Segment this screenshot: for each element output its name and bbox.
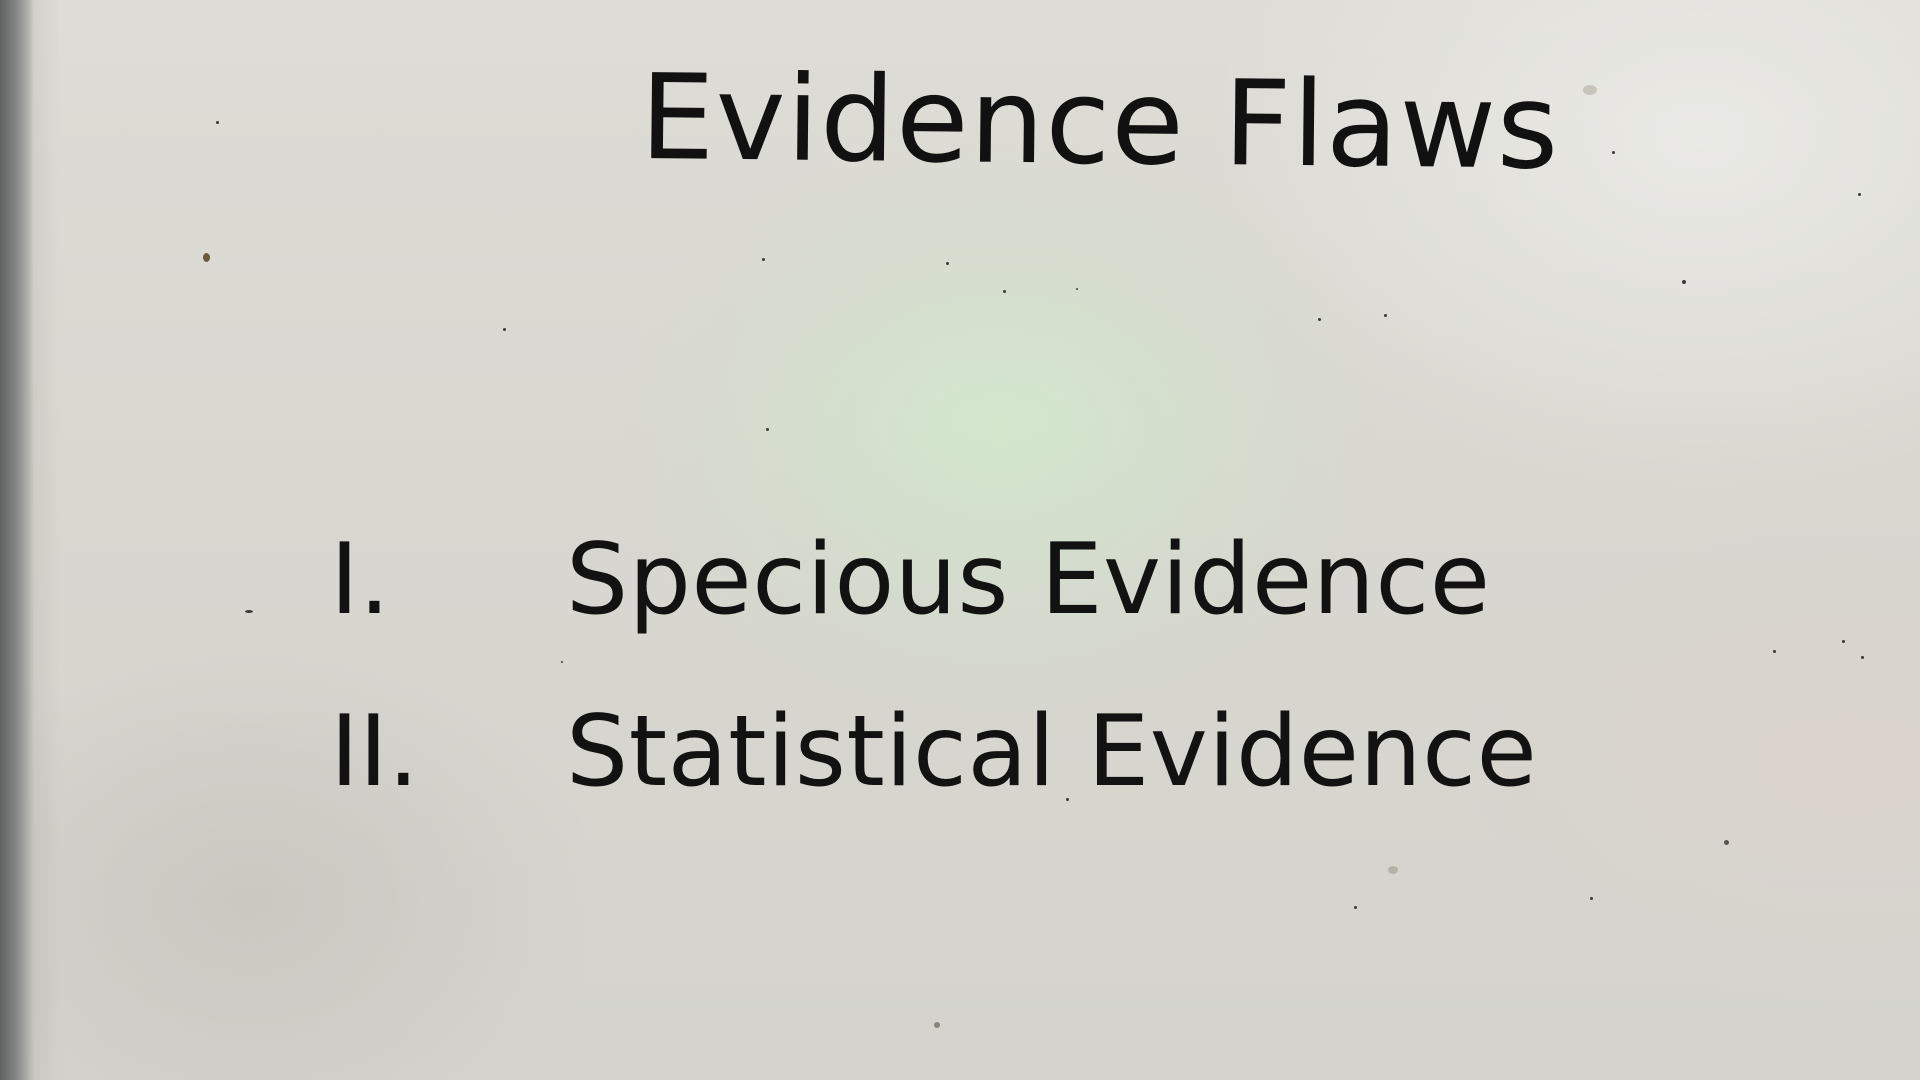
dust-speck	[1583, 85, 1597, 95]
dust-speck	[503, 328, 506, 331]
dust-speck	[1682, 280, 1686, 284]
dust-speck	[1842, 640, 1845, 643]
dust-speck	[766, 428, 769, 431]
bezel-shadow	[0, 0, 60, 1080]
dust-speck	[1724, 840, 1729, 845]
dust-speck	[203, 253, 210, 262]
monitor-bezel	[0, 0, 34, 1080]
list-numeral: II.	[330, 695, 419, 809]
list-item-label: Specious Evidence	[566, 523, 1491, 637]
dust-speck	[1354, 906, 1357, 909]
dust-speck	[561, 661, 563, 663]
dust-speck	[1773, 650, 1776, 653]
dust-speck	[946, 262, 949, 265]
list-item: I. Specious Evidence	[330, 520, 1630, 692]
dust-speck	[1861, 656, 1864, 659]
dust-speck	[245, 610, 253, 613]
list-numeral: I.	[330, 523, 391, 637]
dust-speck	[1384, 314, 1387, 317]
dust-speck	[934, 1022, 940, 1028]
list-item-label: Statistical Evidence	[566, 695, 1538, 809]
dust-speck	[1003, 290, 1006, 293]
slide-outline-list: I. Specious Evidence II. Statistical Evi…	[330, 520, 1630, 864]
dust-speck	[762, 258, 765, 261]
list-item: II. Statistical Evidence	[330, 692, 1630, 864]
dust-speck	[1858, 193, 1861, 196]
slide-title: Evidence Flaws	[639, 48, 1561, 196]
dust-speck	[1318, 318, 1321, 321]
dust-speck	[1590, 897, 1593, 900]
dust-speck	[1612, 151, 1615, 154]
dust-speck	[1388, 866, 1398, 874]
dust-speck	[1066, 798, 1069, 801]
dust-speck	[216, 121, 219, 124]
dust-speck	[1076, 288, 1078, 290]
